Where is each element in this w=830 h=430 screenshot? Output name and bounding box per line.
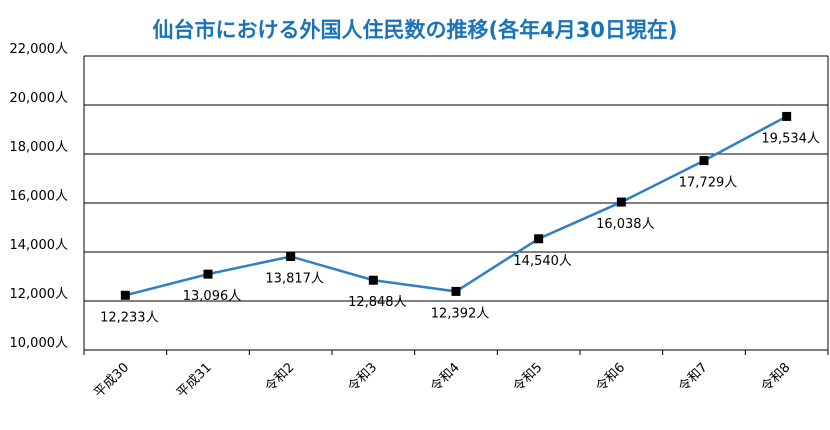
- data-point: [120, 290, 130, 300]
- y-tick-label: 14,000人: [10, 238, 69, 253]
- data-label: 12,392人: [431, 306, 490, 321]
- data-label: 12,848人: [348, 295, 407, 310]
- y-tick-label: 22,000人: [10, 42, 69, 57]
- x-tick-label: 平成31: [174, 360, 215, 401]
- x-tick-label: 令和8: [759, 360, 794, 395]
- grid-lines: [83, 55, 829, 355]
- data-point: [368, 275, 378, 285]
- data-point: [451, 286, 461, 296]
- data-label: 13,096人: [183, 289, 242, 304]
- data-label: 12,233人: [100, 310, 159, 325]
- data-label: 16,038人: [596, 217, 655, 232]
- x-axis-tick-labels: 平成30 平成31 令和2 令和3 令和4 令和5 令和6 令和7 令和8: [91, 360, 793, 401]
- x-tick-label: 令和4: [428, 360, 463, 395]
- x-tick-label: 令和2: [263, 360, 298, 395]
- data-label: 14,540人: [513, 254, 572, 269]
- x-tick-label: 令和5: [511, 360, 546, 395]
- y-axis-tick-labels: 10,000人 12,000人 14,000人 16,000人 18,000人 20,00…: [10, 42, 69, 351]
- data-point: [203, 269, 213, 279]
- y-tick-label: 18,000人: [10, 140, 69, 155]
- x-tick-label: 令和6: [593, 360, 628, 395]
- data-label: 19,534人: [761, 131, 820, 146]
- data-point: [286, 251, 296, 261]
- data-label: 13,817人: [265, 271, 324, 286]
- data-point: [534, 234, 544, 244]
- y-tick-label: 10,000人: [10, 336, 69, 351]
- x-tick-label: 令和7: [676, 360, 711, 395]
- y-tick-label: 16,000人: [10, 189, 69, 204]
- x-tick-label: 令和3: [345, 360, 380, 395]
- data-series: [120, 111, 792, 300]
- data-labels: 12,233人 13,096人 13,817人 12,848人 12,392人 14,54…: [100, 131, 820, 325]
- data-point: [699, 156, 709, 166]
- data-point: [616, 197, 626, 207]
- series-line: [125, 115, 788, 297]
- x-tick-label: 平成30: [91, 360, 132, 401]
- data-point: [782, 111, 792, 121]
- y-tick-label: 12,000人: [10, 287, 69, 302]
- chart-title: 仙台市における外国人住民数の推移(各年4月30日現在): [152, 18, 678, 42]
- y-tick-label: 20,000人: [10, 91, 69, 106]
- data-label: 17,729人: [679, 176, 738, 191]
